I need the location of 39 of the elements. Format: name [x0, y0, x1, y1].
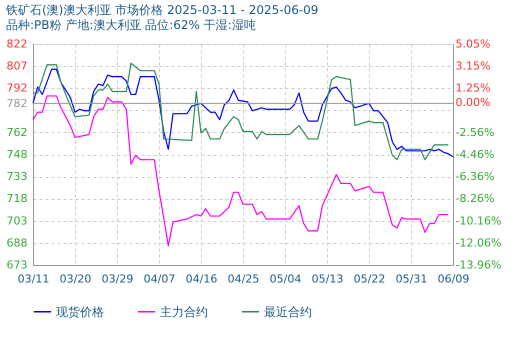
y2-tick-label: -12.06% — [456, 236, 502, 250]
x-tick-label: 05/31 — [396, 272, 428, 286]
x-tick-label: 05/22 — [354, 272, 386, 286]
y-tick-label: 748 — [6, 148, 28, 161]
y2-tick-label: -6.36% — [456, 170, 494, 184]
x-tick-label: 03/11 — [18, 272, 50, 286]
y-tick-label: 718 — [6, 192, 28, 206]
y-tick-label: 807 — [6, 60, 28, 73]
y2-tick-label: -13.96% — [456, 258, 502, 272]
x-tick-label: 03/29 — [102, 272, 134, 286]
y-tick-label: 762 — [6, 126, 28, 139]
legend-label: 最近合约 — [264, 304, 312, 319]
legend-label: 现货价格 — [56, 304, 104, 319]
line-series — [32, 95, 449, 246]
chart-subtitle: 品种:PB粉 产地:澳大利亚 品位:62% 干湿:湿吨 — [6, 18, 256, 32]
y2-tick-label: 3.15% — [456, 60, 490, 73]
y2-tick-label: -10.16% — [456, 214, 502, 228]
y2-tick-label: 5.05% — [456, 38, 490, 50]
x-tick-label: 03/20 — [60, 272, 92, 286]
x-tick-label: 04/25 — [228, 272, 260, 286]
x-tick-label: 06/09 — [438, 272, 470, 286]
y2-tick-label: -4.46% — [456, 148, 494, 162]
legend-label: 主力合约 — [160, 304, 208, 319]
y2-tick-label: 1.25% — [456, 82, 490, 95]
x-tick-label: 04/07 — [144, 272, 176, 286]
y-tick-label: 688 — [6, 236, 28, 250]
y2-tick-label: -8.26% — [456, 192, 494, 206]
x-tick-label: 04/16 — [186, 272, 218, 286]
y2-tick-label: -2.56% — [456, 126, 494, 139]
y-tick-label: 792 — [6, 82, 28, 95]
y-tick-label: 673 — [6, 258, 28, 272]
y-tick-label: 733 — [6, 170, 28, 184]
y2-tick-label: 0.00% — [456, 96, 490, 110]
chart-title: 铁矿石(澳)澳大利亚 市场价格 2025-03-11 - 2025-06-09 — [5, 3, 318, 17]
y-tick-label: 822 — [6, 38, 28, 50]
y-tick-label: 703 — [6, 214, 28, 228]
x-tick-label: 05/04 — [270, 272, 302, 286]
y-tick-label: 782 — [6, 96, 28, 110]
x-tick-label: 05/13 — [312, 272, 344, 286]
